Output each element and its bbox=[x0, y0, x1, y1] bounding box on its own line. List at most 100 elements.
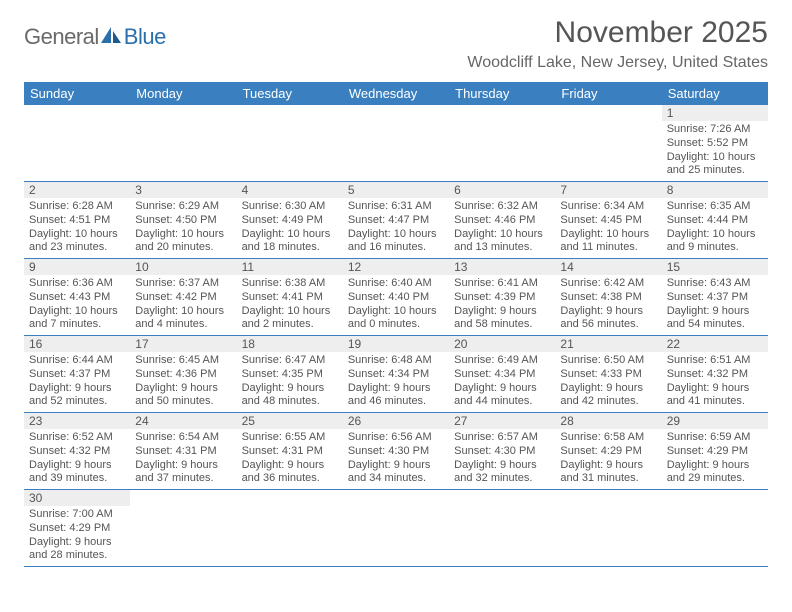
sunset-line: Sunset: 4:33 PM bbox=[560, 368, 656, 382]
sunrise-line: Sunrise: 6:42 AM bbox=[560, 277, 656, 291]
calendar-day-cell: 5Sunrise: 6:31 AMSunset: 4:47 PMDaylight… bbox=[343, 182, 449, 259]
daylight-line: Daylight: 10 hours and 7 minutes. bbox=[29, 305, 125, 333]
day-details: Sunrise: 6:36 AMSunset: 4:43 PMDaylight:… bbox=[24, 275, 130, 335]
day-details: Sunrise: 6:57 AMSunset: 4:30 PMDaylight:… bbox=[449, 429, 555, 489]
location-subtitle: Woodcliff Lake, New Jersey, United State… bbox=[467, 54, 768, 72]
weekday-header: Thursday bbox=[449, 82, 555, 105]
day-details: Sunrise: 6:40 AMSunset: 4:40 PMDaylight:… bbox=[343, 275, 449, 335]
sunset-line: Sunset: 4:34 PM bbox=[348, 368, 444, 382]
day-number: 13 bbox=[449, 259, 555, 275]
day-details: Sunrise: 6:59 AMSunset: 4:29 PMDaylight:… bbox=[662, 429, 768, 489]
sunset-line: Sunset: 4:45 PM bbox=[560, 214, 656, 228]
weekday-header: Monday bbox=[130, 82, 236, 105]
day-number: 29 bbox=[662, 413, 768, 429]
daylight-line: Daylight: 9 hours and 52 minutes. bbox=[29, 382, 125, 410]
sunrise-line: Sunrise: 6:35 AM bbox=[667, 200, 763, 214]
sunset-line: Sunset: 5:52 PM bbox=[667, 137, 763, 151]
daylight-line: Daylight: 9 hours and 48 minutes. bbox=[242, 382, 338, 410]
sunset-line: Sunset: 4:29 PM bbox=[667, 445, 763, 459]
day-details: Sunrise: 6:30 AMSunset: 4:49 PMDaylight:… bbox=[237, 198, 343, 258]
day-details: Sunrise: 7:26 AMSunset: 5:52 PMDaylight:… bbox=[662, 121, 768, 181]
day-details: Sunrise: 6:54 AMSunset: 4:31 PMDaylight:… bbox=[130, 429, 236, 489]
daylight-line: Daylight: 10 hours and 16 minutes. bbox=[348, 228, 444, 256]
sunset-line: Sunset: 4:42 PM bbox=[135, 291, 231, 305]
sunset-line: Sunset: 4:31 PM bbox=[242, 445, 338, 459]
calendar-day-cell: 18Sunrise: 6:47 AMSunset: 4:35 PMDayligh… bbox=[237, 336, 343, 413]
sunrise-line: Sunrise: 6:51 AM bbox=[667, 354, 763, 368]
day-details: Sunrise: 6:29 AMSunset: 4:50 PMDaylight:… bbox=[130, 198, 236, 258]
calendar-day-cell: 24Sunrise: 6:54 AMSunset: 4:31 PMDayligh… bbox=[130, 413, 236, 490]
day-details: Sunrise: 6:48 AMSunset: 4:34 PMDaylight:… bbox=[343, 352, 449, 412]
day-number: 16 bbox=[24, 336, 130, 352]
sunrise-line: Sunrise: 7:00 AM bbox=[29, 508, 125, 522]
day-number: 5 bbox=[343, 182, 449, 198]
calendar-empty-cell bbox=[237, 490, 343, 567]
sunrise-line: Sunrise: 6:38 AM bbox=[242, 277, 338, 291]
sunrise-line: Sunrise: 6:34 AM bbox=[560, 200, 656, 214]
day-details: Sunrise: 6:31 AMSunset: 4:47 PMDaylight:… bbox=[343, 198, 449, 258]
sunrise-line: Sunrise: 6:31 AM bbox=[348, 200, 444, 214]
daylight-line: Daylight: 10 hours and 20 minutes. bbox=[135, 228, 231, 256]
calendar-empty-cell bbox=[343, 490, 449, 567]
day-details: Sunrise: 6:51 AMSunset: 4:32 PMDaylight:… bbox=[662, 352, 768, 412]
daylight-line: Daylight: 10 hours and 2 minutes. bbox=[242, 305, 338, 333]
day-details: Sunrise: 6:38 AMSunset: 4:41 PMDaylight:… bbox=[237, 275, 343, 335]
sunset-line: Sunset: 4:46 PM bbox=[454, 214, 550, 228]
calendar-day-cell: 6Sunrise: 6:32 AMSunset: 4:46 PMDaylight… bbox=[449, 182, 555, 259]
sunrise-line: Sunrise: 6:49 AM bbox=[454, 354, 550, 368]
daylight-line: Daylight: 9 hours and 54 minutes. bbox=[667, 305, 763, 333]
sunset-line: Sunset: 4:40 PM bbox=[348, 291, 444, 305]
sunrise-line: Sunrise: 6:32 AM bbox=[454, 200, 550, 214]
calendar-row: 23Sunrise: 6:52 AMSunset: 4:32 PMDayligh… bbox=[24, 413, 768, 490]
calendar-day-cell: 11Sunrise: 6:38 AMSunset: 4:41 PMDayligh… bbox=[237, 259, 343, 336]
calendar-row: 1Sunrise: 7:26 AMSunset: 5:52 PMDaylight… bbox=[24, 105, 768, 182]
calendar-empty-cell bbox=[449, 105, 555, 182]
calendar-empty-cell bbox=[449, 490, 555, 567]
sunset-line: Sunset: 4:35 PM bbox=[242, 368, 338, 382]
sunset-line: Sunset: 4:44 PM bbox=[667, 214, 763, 228]
weekday-header: Friday bbox=[555, 82, 661, 105]
calendar-empty-cell bbox=[555, 105, 661, 182]
day-number: 20 bbox=[449, 336, 555, 352]
day-details: Sunrise: 6:34 AMSunset: 4:45 PMDaylight:… bbox=[555, 198, 661, 258]
calendar-day-cell: 3Sunrise: 6:29 AMSunset: 4:50 PMDaylight… bbox=[130, 182, 236, 259]
calendar-day-cell: 2Sunrise: 6:28 AMSunset: 4:51 PMDaylight… bbox=[24, 182, 130, 259]
weekday-header: Tuesday bbox=[237, 82, 343, 105]
logo: General Blue bbox=[24, 24, 166, 50]
sunrise-line: Sunrise: 6:47 AM bbox=[242, 354, 338, 368]
day-details: Sunrise: 6:37 AMSunset: 4:42 PMDaylight:… bbox=[130, 275, 236, 335]
calendar-empty-cell bbox=[343, 105, 449, 182]
day-number: 26 bbox=[343, 413, 449, 429]
daylight-line: Daylight: 9 hours and 36 minutes. bbox=[242, 459, 338, 487]
sunset-line: Sunset: 4:37 PM bbox=[667, 291, 763, 305]
logo-sail-icon bbox=[100, 24, 122, 50]
sunset-line: Sunset: 4:39 PM bbox=[454, 291, 550, 305]
calendar-day-cell: 7Sunrise: 6:34 AMSunset: 4:45 PMDaylight… bbox=[555, 182, 661, 259]
day-number: 10 bbox=[130, 259, 236, 275]
day-details: Sunrise: 6:47 AMSunset: 4:35 PMDaylight:… bbox=[237, 352, 343, 412]
sunset-line: Sunset: 4:30 PM bbox=[348, 445, 444, 459]
sunrise-line: Sunrise: 6:54 AM bbox=[135, 431, 231, 445]
day-details: Sunrise: 6:56 AMSunset: 4:30 PMDaylight:… bbox=[343, 429, 449, 489]
sunset-line: Sunset: 4:31 PM bbox=[135, 445, 231, 459]
logo-text-general: General bbox=[24, 24, 99, 50]
calendar-day-cell: 10Sunrise: 6:37 AMSunset: 4:42 PMDayligh… bbox=[130, 259, 236, 336]
calendar-empty-cell bbox=[555, 490, 661, 567]
sunrise-line: Sunrise: 6:48 AM bbox=[348, 354, 444, 368]
day-number: 1 bbox=[662, 105, 768, 121]
day-details: Sunrise: 6:35 AMSunset: 4:44 PMDaylight:… bbox=[662, 198, 768, 258]
daylight-line: Daylight: 9 hours and 46 minutes. bbox=[348, 382, 444, 410]
day-number: 12 bbox=[343, 259, 449, 275]
day-details: Sunrise: 6:44 AMSunset: 4:37 PMDaylight:… bbox=[24, 352, 130, 412]
daylight-line: Daylight: 10 hours and 23 minutes. bbox=[29, 228, 125, 256]
sunrise-line: Sunrise: 6:59 AM bbox=[667, 431, 763, 445]
calendar-empty-cell bbox=[662, 490, 768, 567]
day-number: 25 bbox=[237, 413, 343, 429]
daylight-line: Daylight: 9 hours and 31 minutes. bbox=[560, 459, 656, 487]
day-number: 23 bbox=[24, 413, 130, 429]
weekday-header: Saturday bbox=[662, 82, 768, 105]
daylight-line: Daylight: 10 hours and 18 minutes. bbox=[242, 228, 338, 256]
day-number: 30 bbox=[24, 490, 130, 506]
calendar-day-cell: 17Sunrise: 6:45 AMSunset: 4:36 PMDayligh… bbox=[130, 336, 236, 413]
sunrise-line: Sunrise: 6:30 AM bbox=[242, 200, 338, 214]
